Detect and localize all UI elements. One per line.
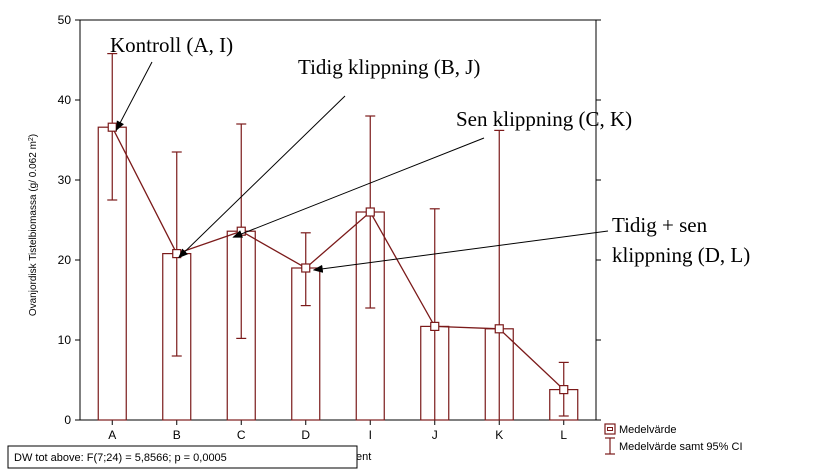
stat-box-text: DW tot above: F(7;24) = 5,8566; p = 0,00… <box>14 452 227 464</box>
mean-point-I <box>365 207 375 217</box>
mean-point-A <box>107 122 117 132</box>
x-tick-label: J <box>432 428 438 442</box>
annotation-arrow <box>178 95 346 259</box>
plot-area-border <box>79 19 597 421</box>
x-tick-label: L <box>560 428 567 442</box>
legend-mean-marker-inner <box>607 427 613 431</box>
mean-point-D <box>301 263 311 273</box>
stat-box: DW tot above: F(7;24) = 5,8566; p = 0,00… <box>7 445 358 469</box>
x-tick-label: K <box>495 428 503 442</box>
annotation-label: Tidig klippning (B, J) <box>298 55 480 79</box>
x-tick-label: C <box>237 428 246 442</box>
annotation-arrow <box>115 61 153 132</box>
annotation-label: klippning (D, L) <box>612 243 750 267</box>
legend-ci-label: Medelvärde samt 95% CI <box>619 441 743 453</box>
annotation-label: Sen klippning (C, K) <box>456 107 632 131</box>
legend-mean-label: Medelvärde <box>619 424 676 436</box>
legend: Medelvärde Medelvärde samt 95% CI <box>604 423 743 455</box>
plot-frame <box>79 19 597 421</box>
x-tick-label: D <box>301 428 310 442</box>
annotation-arrow <box>312 230 609 273</box>
annotation-label: Kontroll (A, I) <box>110 33 233 57</box>
y-tick-label: 40 <box>58 93 72 107</box>
y-tick-label: 0 <box>64 413 71 427</box>
mean-point-J <box>430 321 440 331</box>
y-tick-label: 30 <box>58 173 72 187</box>
y-tick-label: 10 <box>58 333 72 347</box>
y-tick-label: 50 <box>58 13 72 27</box>
mean-point-K <box>494 324 504 334</box>
x-tick-label: B <box>173 428 181 442</box>
annotations: Kontroll (A, I) Tidig klippning (B, J) Sen… <box>110 33 750 273</box>
annotation-label: Tidig + sen <box>612 213 708 237</box>
y-axis-label: Ovanjordisk Tistelbiomassa (g/ 0.062 m2) <box>28 134 40 316</box>
x-tick-label: I <box>369 428 372 442</box>
annotation-arrow <box>232 137 485 238</box>
mean-point-L <box>559 385 569 395</box>
y-axis: 0 10 20 30 40 50 <box>58 13 601 427</box>
y-tick-label: 20 <box>58 253 72 267</box>
x-axis-label-fragment: ent <box>356 451 371 463</box>
legend-mean-marker <box>604 423 616 435</box>
x-tick-label: A <box>108 428 116 442</box>
